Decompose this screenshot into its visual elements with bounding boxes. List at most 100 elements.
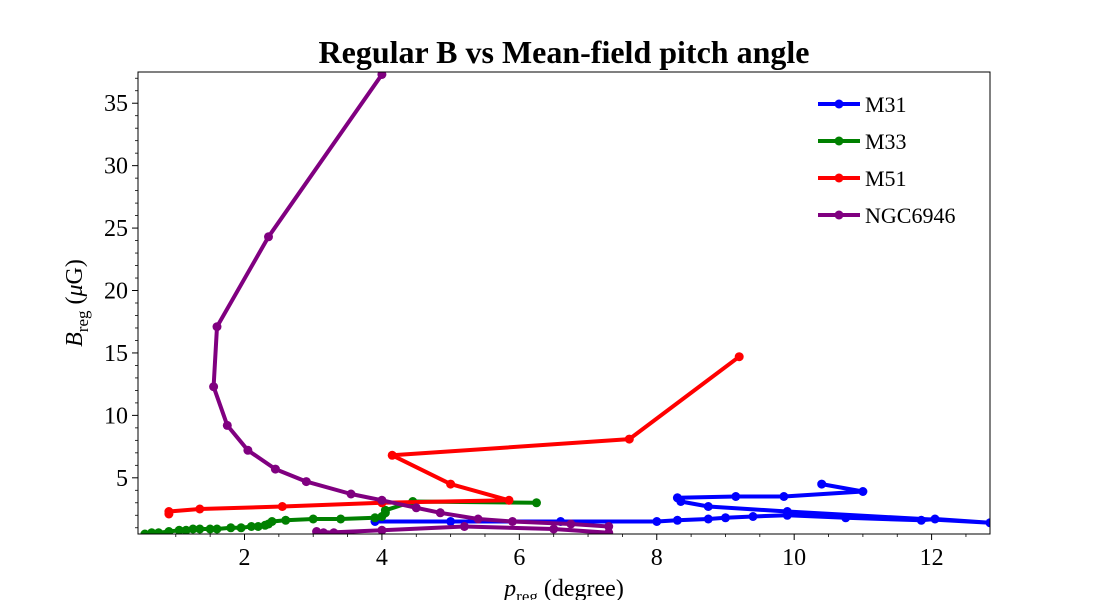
data-point-m33 xyxy=(236,523,246,533)
data-point-m31 xyxy=(446,517,456,526)
y-axis-unit-open: ( xyxy=(62,296,88,310)
data-point-ngc6946 xyxy=(264,232,273,242)
data-point-ngc6946 xyxy=(329,528,339,534)
data-point-m31 xyxy=(721,513,730,523)
x-axis-label: preg (degree) xyxy=(502,576,624,600)
x-axis-symbol: p xyxy=(502,576,516,600)
legend-label-m31: M31 xyxy=(865,92,907,117)
data-point-m51 xyxy=(446,479,456,489)
data-point-m33 xyxy=(195,524,205,534)
legend: M31 M33 M51 NGC6946 xyxy=(818,92,955,228)
x-axis-unit: (degree) xyxy=(538,576,624,600)
data-point-ngc6946 xyxy=(377,525,387,534)
data-point-m51 xyxy=(734,352,744,362)
data-point-m31 xyxy=(703,502,713,511)
data-point-ngc6946 xyxy=(604,528,614,534)
data-point-m33 xyxy=(147,528,157,534)
legend-marker-m33 xyxy=(834,136,844,146)
x-tick-label: 12 xyxy=(920,545,944,571)
data-point-m31 xyxy=(858,487,868,496)
y-axis-unit-close: G) xyxy=(62,259,88,284)
legend-label-m33: M33 xyxy=(865,129,907,154)
data-point-m33 xyxy=(140,529,150,534)
data-point-m51 xyxy=(164,507,174,516)
data-point-ngc6946 xyxy=(270,464,280,474)
x-tick-label: 10 xyxy=(782,545,806,571)
data-point-m33 xyxy=(308,514,318,524)
axis-ticks: 2 4 6 8 10 12 5 10 15 20 25 30 35 xyxy=(104,77,967,571)
legend-label-m51: M51 xyxy=(865,166,907,191)
data-point-m33 xyxy=(267,517,277,526)
data-point-m33 xyxy=(380,505,390,515)
data-point-ngc6946 xyxy=(243,445,253,455)
data-point-ngc6946 xyxy=(346,489,356,499)
data-point-m31 xyxy=(703,514,713,524)
legend-marker-ngc6946 xyxy=(834,210,844,220)
legend-marker-m51 xyxy=(834,173,844,183)
legend-marker-m31 xyxy=(834,99,844,109)
y-tick-label: 20 xyxy=(104,279,128,305)
series-line-m51 xyxy=(166,355,741,514)
data-point-ngc6946 xyxy=(604,522,614,531)
data-point-m33 xyxy=(532,498,541,508)
data-point-m31 xyxy=(779,492,789,501)
x-tick-label: 8 xyxy=(651,545,663,571)
data-point-m31 xyxy=(916,515,926,525)
data-point-ngc6946 xyxy=(209,382,219,392)
data-point-m31 xyxy=(930,514,940,524)
data-point-ngc6946 xyxy=(473,514,483,524)
data-point-m51 xyxy=(504,495,514,505)
data-point-m31 xyxy=(748,512,758,521)
data-point-m33 xyxy=(370,513,380,523)
data-point-m31 xyxy=(841,513,851,523)
legend-label-ngc6946: NGC6946 xyxy=(865,203,955,228)
data-point-m33 xyxy=(205,524,215,534)
data-point-ngc6946 xyxy=(459,522,469,531)
data-point-m33 xyxy=(188,524,198,534)
data-point-m33 xyxy=(246,522,256,531)
y-axis-mu: μ xyxy=(62,284,88,297)
data-point-m33 xyxy=(212,524,222,534)
data-point-ngc6946 xyxy=(312,527,322,534)
x-tick-label: 6 xyxy=(513,545,525,571)
data-point-ngc6946 xyxy=(549,524,559,534)
data-point-ngc6946 xyxy=(301,477,311,487)
y-tick-label: 10 xyxy=(104,403,128,429)
data-point-m31 xyxy=(672,515,682,525)
y-axis-subscript: reg xyxy=(73,310,92,332)
data-point-m31 xyxy=(985,518,990,528)
y-tick-label: 30 xyxy=(104,154,128,180)
y-tick-label: 5 xyxy=(116,466,128,492)
data-point-m31 xyxy=(731,492,741,501)
data-point-ngc6946 xyxy=(508,517,517,526)
data-point-m33 xyxy=(164,527,174,534)
chart-title: Regular B vs Mean-field pitch angle xyxy=(319,34,810,70)
data-point-m33 xyxy=(253,522,263,531)
data-point-m31 xyxy=(782,507,792,516)
y-tick-label: 35 xyxy=(104,91,128,117)
x-tick-label: 2 xyxy=(239,545,251,571)
data-point-m51 xyxy=(624,434,634,444)
x-axis-subscript: reg xyxy=(516,587,538,600)
data-point-m33 xyxy=(174,525,184,534)
data-point-m33 xyxy=(281,515,291,525)
data-point-m33 xyxy=(154,528,164,534)
data-point-m31 xyxy=(652,517,662,526)
y-axis-label: Breg (μG) xyxy=(62,259,92,347)
y-tick-label: 15 xyxy=(104,341,128,367)
data-point-m31 xyxy=(817,479,827,489)
data-point-m51 xyxy=(277,502,287,511)
data-point-ngc6946 xyxy=(212,322,222,332)
y-tick-label: 25 xyxy=(104,216,128,242)
data-point-m51 xyxy=(195,504,205,514)
data-point-ngc6946 xyxy=(377,72,387,79)
plot-area xyxy=(140,72,990,534)
data-point-ngc6946 xyxy=(319,528,328,534)
data-point-ngc6946 xyxy=(222,420,232,430)
data-point-m33 xyxy=(181,525,191,534)
data-point-ngc6946 xyxy=(566,519,576,529)
data-point-m33 xyxy=(226,523,236,533)
data-point-ngc6946 xyxy=(377,495,387,505)
data-point-m31 xyxy=(672,493,682,503)
